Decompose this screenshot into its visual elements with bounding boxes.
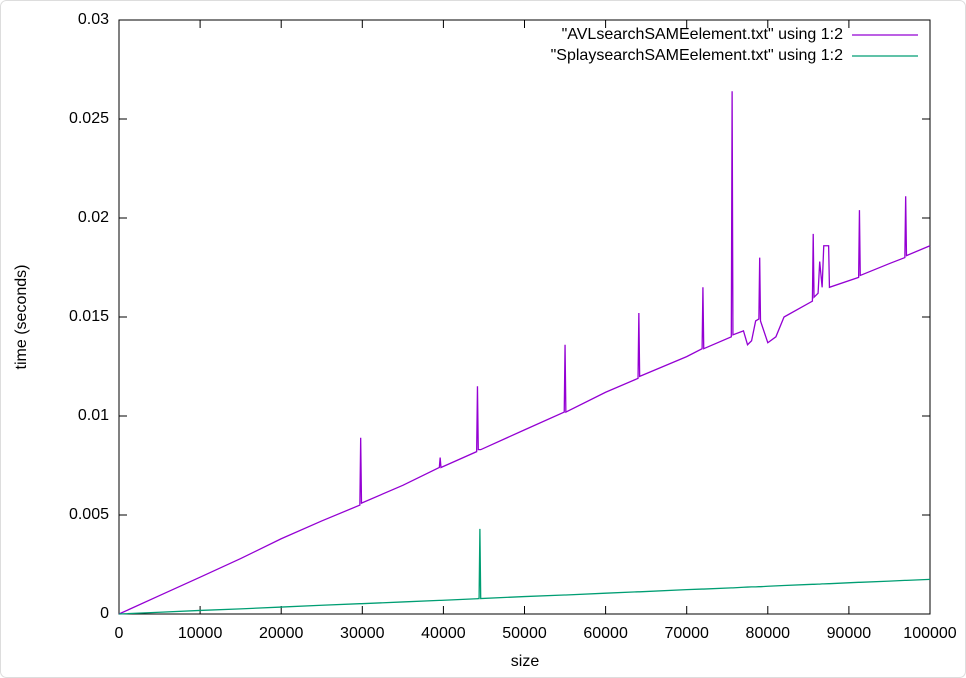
x-tick-label: 80000 xyxy=(746,625,791,642)
x-tick-label: 50000 xyxy=(502,625,547,642)
y-tick-label: 0.005 xyxy=(69,506,109,523)
x-tick-label: 40000 xyxy=(421,625,466,642)
legend-label: "SplaysearchSAMEelement.txt" using 1:2 xyxy=(551,47,843,64)
y-axis-label: time (seconds) xyxy=(13,265,30,370)
series-line xyxy=(118,91,931,615)
x-tick-label: 70000 xyxy=(664,625,709,642)
legend-label: "AVLsearchSAMEelement.txt" using 1:2 xyxy=(562,26,844,43)
x-tick-label: 20000 xyxy=(259,625,304,642)
x-tick-label: 30000 xyxy=(340,625,385,642)
x-axis-label: size xyxy=(511,653,540,670)
x-tick-label: 60000 xyxy=(583,625,628,642)
y-tick-label: 0.01 xyxy=(78,407,109,424)
x-tick-label: 10000 xyxy=(178,625,223,642)
x-tick-label: 0 xyxy=(115,625,124,642)
y-tick-label: 0.025 xyxy=(69,110,109,127)
y-tick-label: 0 xyxy=(100,605,109,622)
series-line xyxy=(118,528,931,615)
y-tick-label: 0.02 xyxy=(78,209,109,226)
x-tick-label: 90000 xyxy=(827,625,872,642)
x-tick-label: 100000 xyxy=(903,625,956,642)
y-tick-label: 0.03 xyxy=(78,11,109,28)
y-tick-label: 0.015 xyxy=(69,308,109,325)
